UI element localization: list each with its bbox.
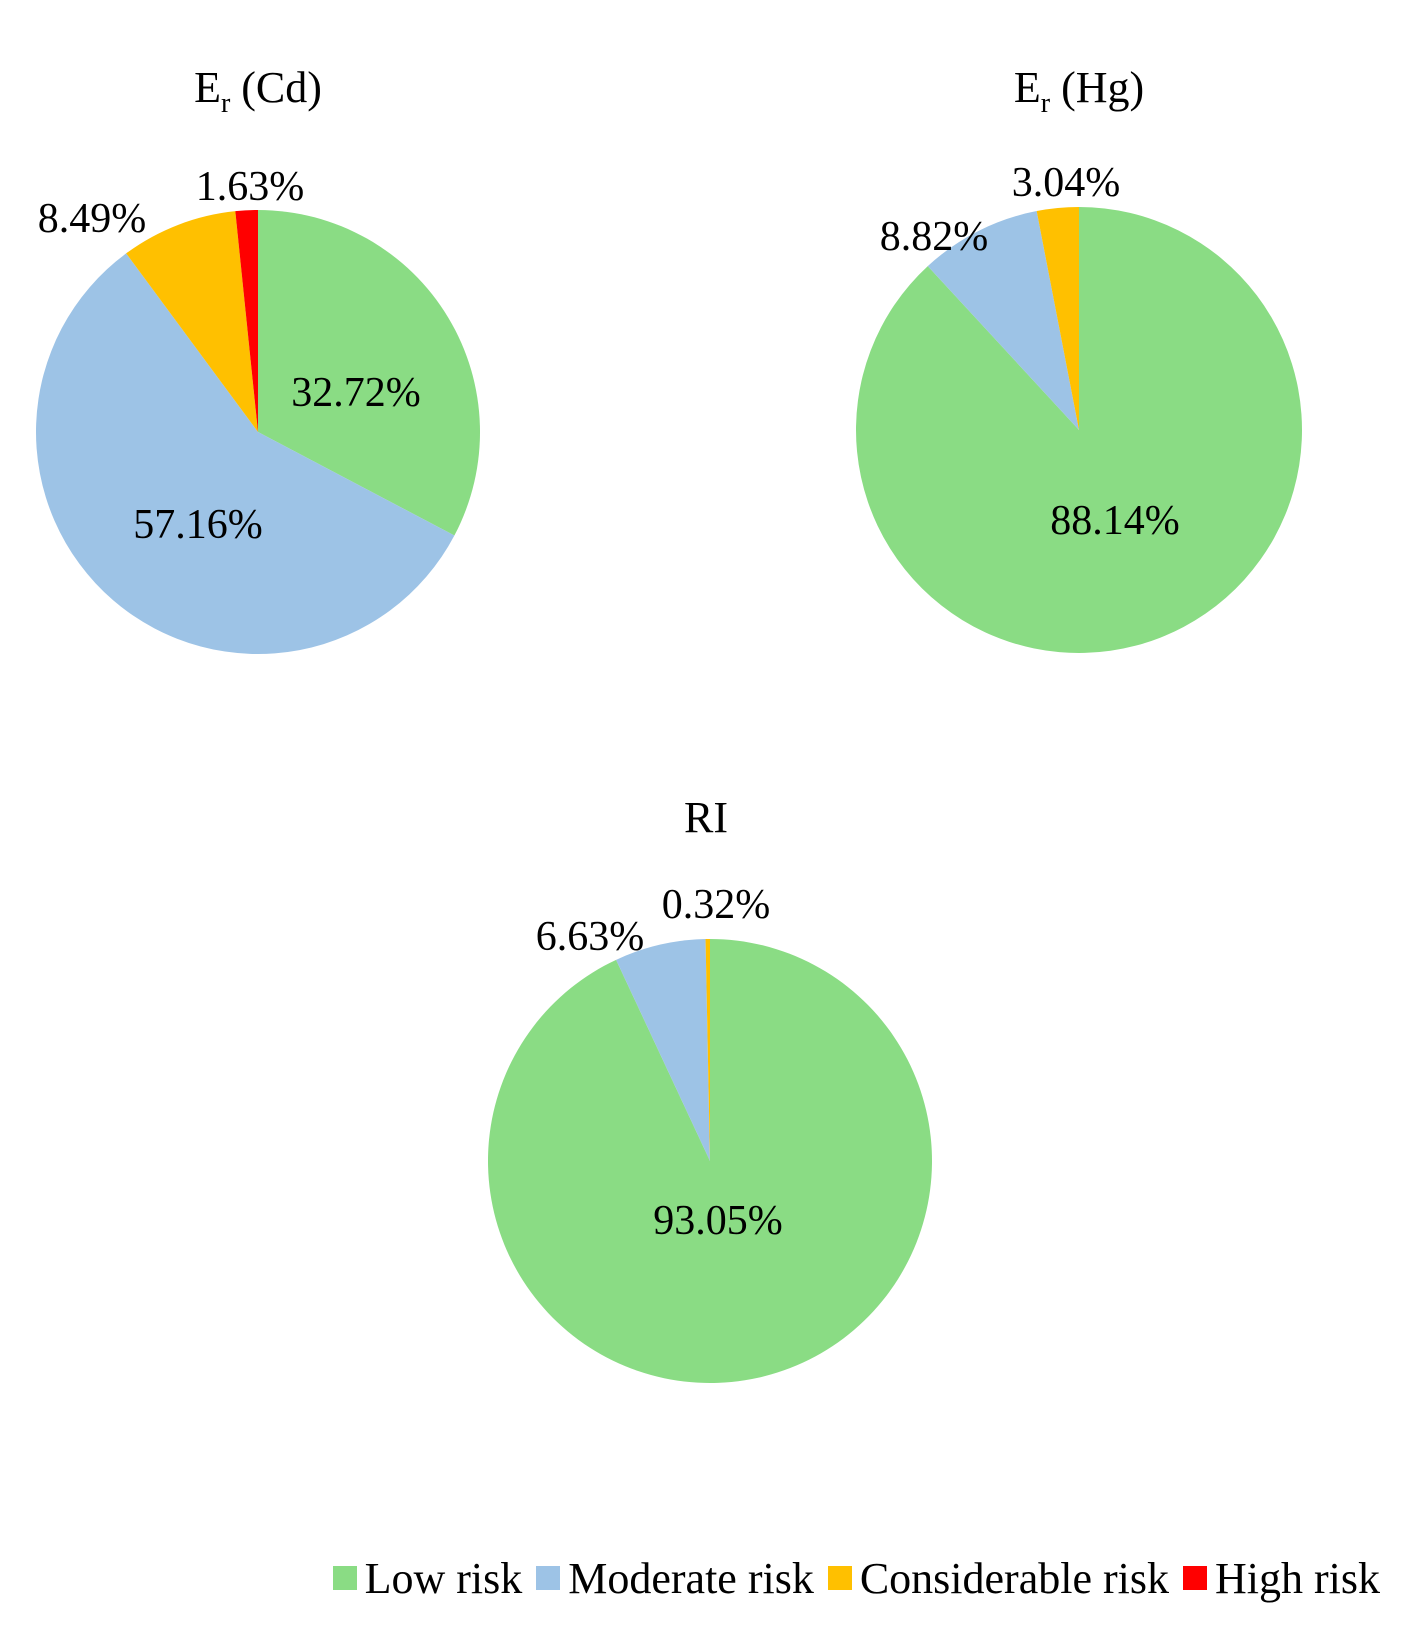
legend-label-moderate-risk: Moderate risk	[568, 1553, 814, 1603]
pie-3-slice-low-risk	[488, 939, 933, 1383]
pie-1-slice-considerable-risk	[126, 211, 259, 432]
pie-2-label-moderate-risk: 8.82%	[880, 214, 989, 260]
legend-swatch-moderate-risk	[536, 1566, 561, 1590]
legend-label-low-risk: Low risk	[364, 1553, 523, 1603]
pie-3-label-considerable-risk: 0.32%	[662, 882, 771, 928]
pie-1-slice-low-risk	[258, 210, 481, 536]
pie-chart-3: RI 93.05% 6.63% 0.32%	[488, 793, 933, 1383]
pie-chart-1-title: Er (Cd)	[194, 63, 322, 119]
pie-2-label-considerable-risk: 3.04%	[1012, 160, 1121, 206]
pie-1-label-low-risk: 32.72%	[291, 370, 421, 416]
pie-1-label-high-risk: 1.63%	[196, 164, 305, 210]
legend: Low risk Moderate risk Considerable risk…	[0, 1548, 1416, 1608]
pie-1-label-moderate-risk: 57.16%	[133, 502, 263, 548]
legend-label-considerable-risk: Considerable risk	[859, 1553, 1169, 1603]
legend-item-low-risk: Low risk	[332, 1553, 523, 1604]
pie-chart-2: Er (Hg) 88.14% 8.82% 3.04%	[856, 63, 1303, 653]
pie-3-slice-moderate-risk	[616, 939, 710, 1161]
legend-item-moderate-risk: Moderate risk	[536, 1553, 814, 1604]
pie-chart-3-title: RI	[684, 793, 728, 842]
legend-swatch-high-risk	[1183, 1566, 1207, 1590]
legend-label-high-risk: High risk	[1215, 1553, 1380, 1603]
pie-2-slice-low-risk	[856, 207, 1303, 653]
legend-swatch-low-risk	[332, 1566, 357, 1590]
pie-chart-1: Er (Cd) 32.72% 57.16% 8.49% 1.63%	[36, 63, 481, 654]
pie-chart-2-title: Er (Hg)	[1014, 63, 1144, 119]
legend-item-considerable-risk: Considerable risk	[827, 1553, 1169, 1604]
pie-2-slice-considerable-risk	[1036, 207, 1079, 430]
pie-3-slice-considerable-risk	[705, 939, 710, 1161]
pie-3-label-moderate-risk: 6.63%	[536, 914, 645, 960]
pie-1-slice-moderate-risk	[36, 253, 455, 654]
pie-1-slice-high-risk	[235, 210, 258, 432]
pie-2-label-low-risk: 88.14%	[1050, 498, 1180, 544]
legend-swatch-considerable-risk	[827, 1566, 852, 1590]
legend-item-high-risk: High risk	[1183, 1553, 1380, 1604]
pie-1-label-considerable-risk: 8.49%	[38, 196, 147, 242]
pie-3-label-low-risk: 93.05%	[653, 1198, 783, 1244]
pie-2-slice-moderate-risk	[927, 211, 1079, 430]
